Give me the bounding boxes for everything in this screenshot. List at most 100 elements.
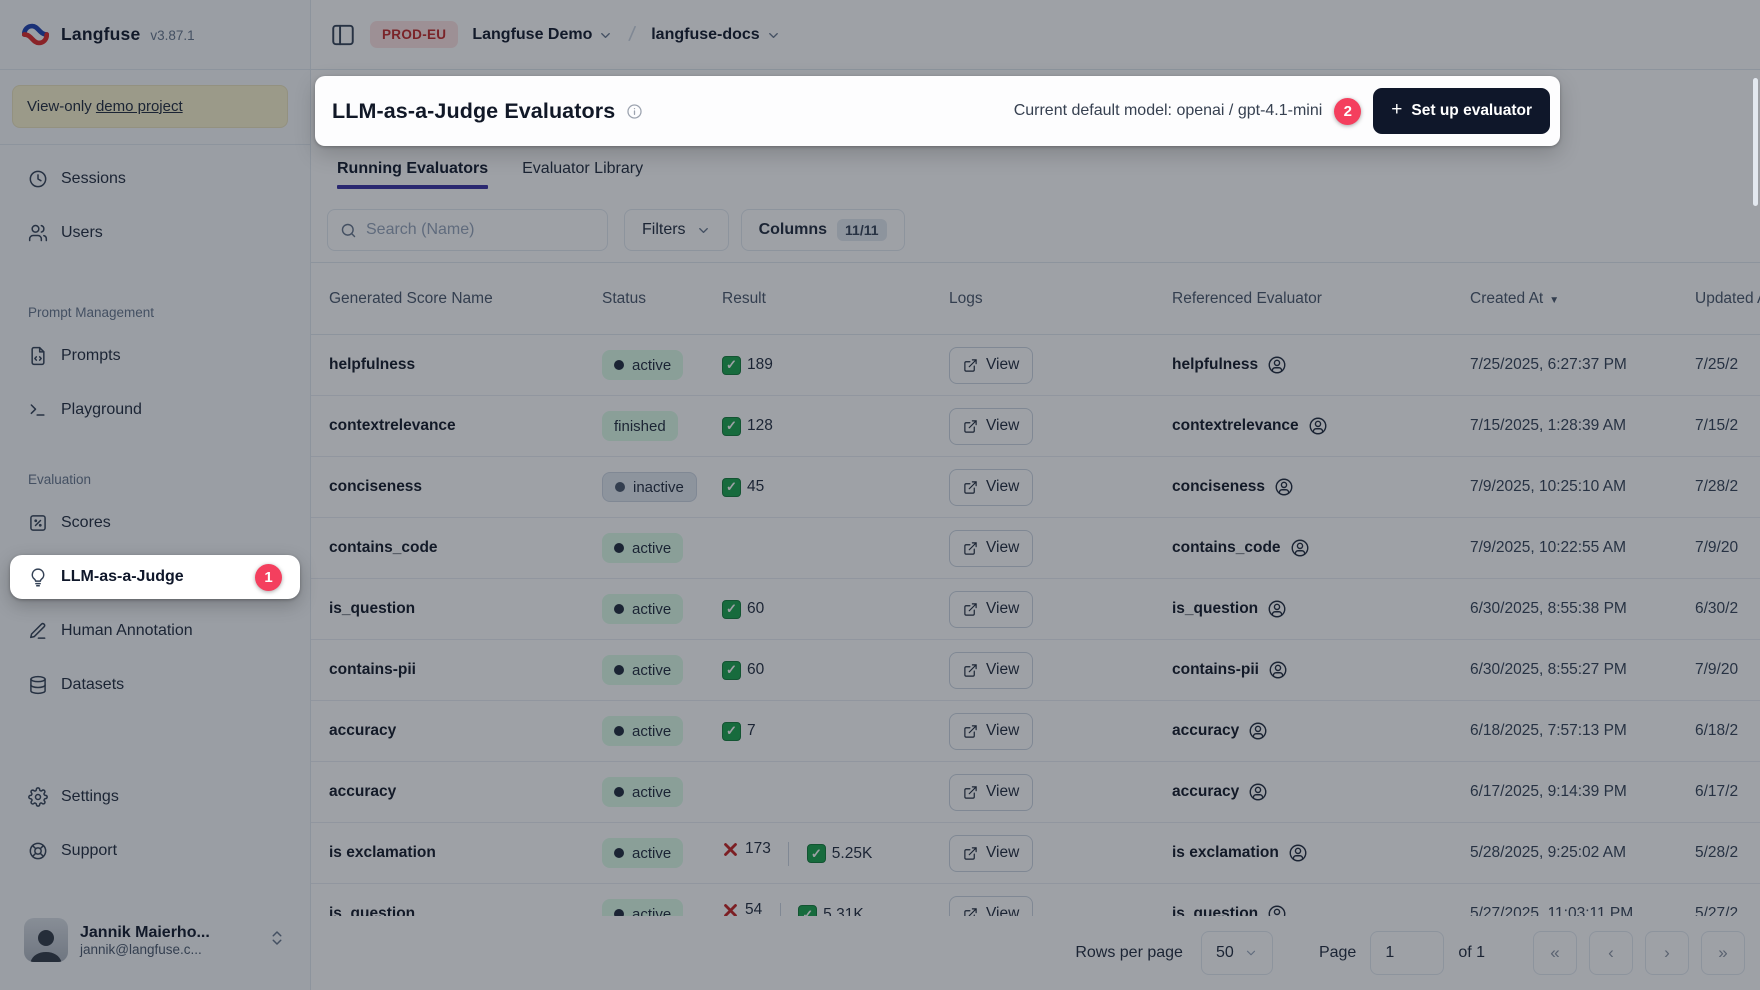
life-buoy-icon — [29, 842, 47, 860]
referenced-evaluator[interactable]: contains_code — [1172, 538, 1310, 558]
view-logs-button[interactable]: View — [949, 529, 1034, 567]
org-selector[interactable]: Langfuse Demo — [472, 26, 613, 44]
next-page-button[interactable]: › — [1645, 931, 1689, 975]
referenced-evaluator-cell: conciseness — [1172, 477, 1470, 497]
column-header-status[interactable]: Status — [602, 289, 646, 307]
result-cell: ✓ 45 — [722, 477, 949, 497]
sidebar-item-settings[interactable]: Settings — [10, 775, 300, 819]
column-header-result[interactable]: Result — [722, 289, 766, 307]
user-circle-icon — [1268, 356, 1286, 374]
info-icon[interactable] — [626, 103, 643, 120]
page-number-input[interactable] — [1370, 931, 1445, 975]
search-input[interactable] — [366, 221, 595, 239]
chevron-down-icon — [768, 33, 778, 38]
sidebar-item-label: Playground — [61, 401, 142, 418]
view-logs-button[interactable]: View — [949, 468, 1034, 506]
status-badge: active — [602, 838, 684, 868]
column-header-name[interactable]: Generated Score Name — [329, 289, 493, 307]
app-version: v3.87.1 — [150, 28, 195, 43]
updated-at-cell: 6/30/2 — [1695, 600, 1739, 617]
sidebar-toggle-button[interactable] — [330, 22, 356, 48]
referenced-evaluator[interactable]: conciseness — [1172, 477, 1294, 497]
previous-page-button[interactable]: ‹ — [1589, 931, 1633, 975]
result-cell: 173 ✓ 5.25K — [722, 840, 949, 866]
referenced-evaluator[interactable]: accuracy — [1172, 721, 1268, 741]
result-fail: 54 — [722, 901, 762, 919]
column-header-created[interactable]: Created At ▼ — [1470, 289, 1560, 307]
set-up-evaluator-button[interactable]: + Set up evaluator — [1373, 88, 1550, 134]
result-pass: ✓ 128 — [722, 416, 773, 436]
table-row[interactable]: helpfulness active — [311, 335, 1760, 396]
table-row[interactable]: contains_code active — [311, 518, 1760, 579]
created-at-cell: 6/30/2025, 8:55:27 PM — [1470, 661, 1627, 678]
tab-running-evaluators[interactable]: Running Evaluators — [323, 154, 502, 189]
view-logs-button[interactable]: View — [949, 346, 1034, 384]
referenced-evaluator[interactable]: accuracy — [1172, 782, 1268, 802]
result-cell: ✓ 60 — [722, 599, 949, 619]
table-row[interactable]: is_question active — [311, 579, 1760, 640]
view-logs-button[interactable]: View — [949, 651, 1034, 689]
view-logs-button[interactable]: View — [949, 834, 1034, 872]
column-header-evaluator[interactable]: Referenced Evaluator — [1172, 289, 1322, 307]
pagination-bar: Rows per page 50 Page of 1 « ‹ › » — [311, 916, 1760, 990]
table-row[interactable]: conciseness inactive — [311, 457, 1760, 518]
view-logs-button[interactable]: View — [949, 407, 1034, 445]
table-row[interactable]: contextrelevance finished — [311, 396, 1760, 457]
status-cell: active — [602, 838, 722, 868]
sidebar-item-scores[interactable]: Scores — [10, 501, 300, 545]
table-row[interactable]: accuracy active — [311, 762, 1760, 823]
referenced-evaluator[interactable]: is exclamation — [1172, 843, 1308, 863]
search-icon — [341, 223, 356, 237]
status-cell: finished — [602, 411, 722, 441]
project-name: langfuse-docs — [651, 25, 760, 43]
filters-button[interactable]: Filters — [624, 209, 729, 251]
external-link-icon — [964, 724, 977, 738]
sidebar-item-label: LLM-as-a-Judge — [61, 568, 184, 585]
chevron-down-icon — [1246, 950, 1255, 956]
sidebar-item-sessions[interactable]: Sessions — [10, 157, 300, 201]
table-row[interactable]: contains-pii active — [311, 640, 1760, 701]
sidebar-item-llm-as-a-judge[interactable]: LLM-as-a-Judge 1 — [10, 555, 300, 599]
sidebar-item-users[interactable]: Users — [10, 211, 300, 255]
tab-bar: Running Evaluators Evaluator Library — [323, 154, 1760, 189]
columns-button[interactable]: Columns 11/11 — [740, 209, 905, 251]
result-pass: ✓ 189 — [722, 355, 773, 375]
updated-at-cell: 5/28/2 — [1695, 844, 1739, 861]
page-count-label: of 1 — [1458, 944, 1485, 961]
logs-cell: View — [949, 590, 1172, 628]
project-selector[interactable]: langfuse-docs — [651, 26, 780, 44]
view-logs-button[interactable]: View — [949, 712, 1034, 750]
sidebar-item-support[interactable]: Support — [10, 829, 300, 873]
referenced-evaluator[interactable]: contextrelevance — [1172, 416, 1328, 436]
sidebar-item-human-annotation[interactable]: Human Annotation — [10, 609, 300, 653]
sidebar-logo-row: Langfuse v3.87.1 — [0, 0, 310, 70]
table-row[interactable]: is exclamation active 173 — [311, 823, 1760, 884]
chevron-down-icon — [601, 33, 611, 38]
rows-per-page-select[interactable]: 50 — [1200, 931, 1273, 975]
langfuse-logo-icon — [22, 23, 49, 46]
referenced-evaluator[interactable]: contains-pii — [1172, 660, 1288, 680]
table-controls: Filters Columns 11/11 — [327, 209, 1760, 251]
demo-project-link[interactable]: demo project — [95, 98, 183, 115]
section-label-evaluation: Evaluation — [28, 472, 92, 487]
created-at-cell: 6/18/2025, 7:57:13 PM — [1470, 722, 1627, 739]
referenced-evaluator[interactable]: is_question — [1172, 599, 1287, 619]
sidebar-item-datasets[interactable]: Datasets — [10, 663, 300, 707]
sidebar-item-prompts[interactable]: Prompts — [10, 334, 300, 378]
table-row[interactable]: accuracy active — [311, 701, 1760, 762]
scrollbar-thumb[interactable] — [1753, 78, 1758, 206]
user-circle-icon — [1249, 783, 1267, 801]
column-header-updated[interactable]: Updated At — [1695, 289, 1760, 307]
view-logs-button[interactable]: View — [949, 590, 1034, 628]
referenced-evaluator[interactable]: helpfulness — [1172, 355, 1287, 375]
sidebar-item-playground[interactable]: Playground — [10, 388, 300, 432]
database-icon — [30, 675, 46, 695]
first-page-button[interactable]: « — [1533, 931, 1577, 975]
user-menu[interactable]: Jannik Maierho... jannik@langfuse.c... — [10, 899, 300, 971]
view-logs-button[interactable]: View — [949, 773, 1034, 811]
tab-evaluator-library[interactable]: Evaluator Library — [522, 160, 644, 177]
column-header-logs[interactable]: Logs — [949, 289, 983, 307]
last-page-button[interactable]: » — [1701, 931, 1745, 975]
status-cell: active — [602, 777, 722, 807]
